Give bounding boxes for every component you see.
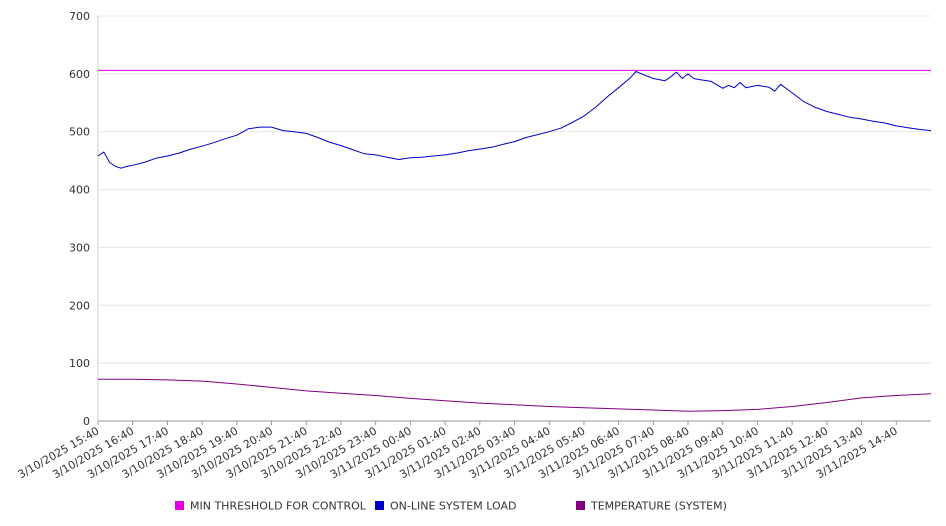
series-lines [97, 69, 932, 412]
legend-label: TEMPERATURE (SYSTEM) [590, 500, 727, 513]
y-tick-label: 600 [69, 68, 90, 81]
y-tick-label: 400 [69, 184, 90, 197]
series-line-temperature-system [98, 378, 932, 412]
y-tick-label: 0 [83, 415, 90, 428]
legend-swatch [576, 501, 585, 510]
legend-swatch [175, 501, 184, 510]
legend-swatch [375, 501, 384, 510]
legend-item: MIN THRESHOLD FOR CONTROL [175, 500, 367, 513]
legend-label: MIN THRESHOLD FOR CONTROL [190, 500, 367, 513]
series-line-on-line-system-load [97, 71, 932, 169]
y-tick-label: 100 [69, 357, 90, 370]
legend-item: ON-LINE SYSTEM LOAD [375, 500, 516, 513]
y-tick-label: 500 [69, 126, 90, 139]
legend-label: ON-LINE SYSTEM LOAD [390, 500, 516, 513]
legend-item: TEMPERATURE (SYSTEM) [576, 500, 727, 513]
y-axis-tick-labels: 0 100 200 300 400 500 600 700 [69, 10, 90, 428]
grid-lines [98, 15, 931, 364]
x-axis-tick-labels: 3/10/2025 15:403/10/2025 16:403/10/2025 … [16, 424, 900, 481]
legend: MIN THRESHOLD FOR CONTROL ON-LINE SYSTEM … [175, 500, 727, 513]
y-tick-label: 300 [69, 241, 90, 254]
axes [97, 16, 931, 425]
y-tick-label: 700 [69, 10, 90, 23]
y-tick-label: 200 [69, 299, 90, 312]
